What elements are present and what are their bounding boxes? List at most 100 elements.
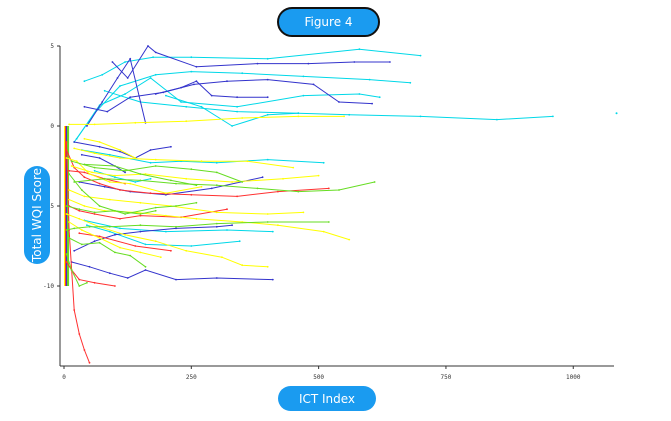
series-point (83, 80, 86, 83)
series-point (93, 166, 96, 169)
series-point (108, 225, 111, 228)
series-point (139, 230, 142, 233)
series-point (215, 184, 218, 187)
series-point (129, 254, 132, 257)
series-point (70, 160, 73, 163)
series-point (119, 149, 121, 151)
series-point (75, 160, 78, 163)
series-point (144, 243, 147, 246)
series-point (126, 277, 129, 279)
x-axis-label: ICT Index (278, 386, 376, 411)
series-point (190, 70, 193, 73)
series-point (389, 61, 391, 63)
series-point (111, 61, 114, 63)
series-point (147, 45, 149, 47)
series-point (236, 105, 239, 108)
series-point (144, 173, 147, 175)
series-point (108, 272, 111, 275)
series-point (78, 208, 81, 211)
series-point (154, 165, 157, 167)
series-point (277, 190, 279, 193)
series-point (98, 141, 101, 143)
series-point (302, 75, 305, 78)
x-tick-label: 500 (313, 374, 324, 381)
series-point (236, 96, 239, 99)
series-point (98, 157, 101, 159)
series-point (152, 56, 155, 59)
series-point (210, 94, 213, 97)
series-point (215, 277, 218, 279)
series-point (215, 225, 218, 228)
series-point (343, 115, 345, 118)
series-line (86, 57, 146, 127)
series-point (297, 112, 300, 115)
series-point (93, 152, 96, 155)
series-line (66, 149, 329, 197)
series-point (241, 264, 244, 267)
series-point (80, 189, 83, 191)
series-point (195, 65, 198, 68)
series-point (144, 265, 147, 268)
series-point (238, 240, 241, 243)
series-point (65, 205, 68, 207)
series-point (195, 80, 198, 83)
series-point (119, 85, 121, 87)
series-point (190, 56, 193, 59)
series-point (114, 174, 116, 177)
series-point (297, 115, 300, 118)
series-line (74, 141, 171, 159)
series-point (119, 227, 121, 230)
series-point (78, 278, 81, 281)
series-point (124, 169, 126, 172)
series-point (154, 93, 157, 95)
series-point (93, 169, 96, 172)
series-point (65, 261, 68, 263)
series-point (358, 93, 361, 95)
series-point (93, 281, 96, 284)
series-point (154, 240, 157, 243)
series-point (149, 177, 152, 180)
series-point (338, 101, 340, 103)
series-point (73, 141, 76, 143)
series-point (256, 62, 259, 65)
series-point (129, 182, 132, 185)
series-point (312, 83, 315, 86)
series-point (241, 72, 244, 75)
series-point (266, 113, 269, 116)
series-line (73, 71, 411, 143)
series-point (129, 96, 132, 99)
series-point (277, 224, 279, 227)
series-line (71, 261, 273, 281)
series-point (124, 171, 126, 174)
series-point (282, 177, 284, 180)
series-point (68, 221, 70, 223)
series-point (165, 94, 167, 97)
series-point (261, 176, 264, 179)
series-point (114, 233, 116, 236)
series-line (73, 224, 233, 252)
series-point (327, 221, 330, 223)
series-layer (64, 45, 618, 364)
series-line (66, 157, 202, 194)
series-point (215, 211, 218, 214)
series-point (266, 96, 269, 99)
series-point (98, 145, 101, 148)
series-point (338, 189, 340, 191)
series-point (185, 105, 188, 108)
series-point (231, 224, 234, 227)
series-point (266, 158, 269, 161)
series-point (371, 102, 373, 105)
series-point (190, 193, 193, 196)
y-tick-label: 5 (50, 43, 54, 50)
series-point (170, 179, 172, 182)
y-tick-label: -10 (43, 283, 54, 290)
series-point (86, 125, 88, 127)
series-point (86, 224, 88, 227)
series-point (195, 217, 198, 220)
series-point (119, 157, 121, 159)
series-point (419, 115, 422, 118)
series-line (76, 77, 380, 140)
series-point (317, 174, 320, 177)
series-point (348, 238, 351, 241)
series-point (175, 278, 177, 281)
